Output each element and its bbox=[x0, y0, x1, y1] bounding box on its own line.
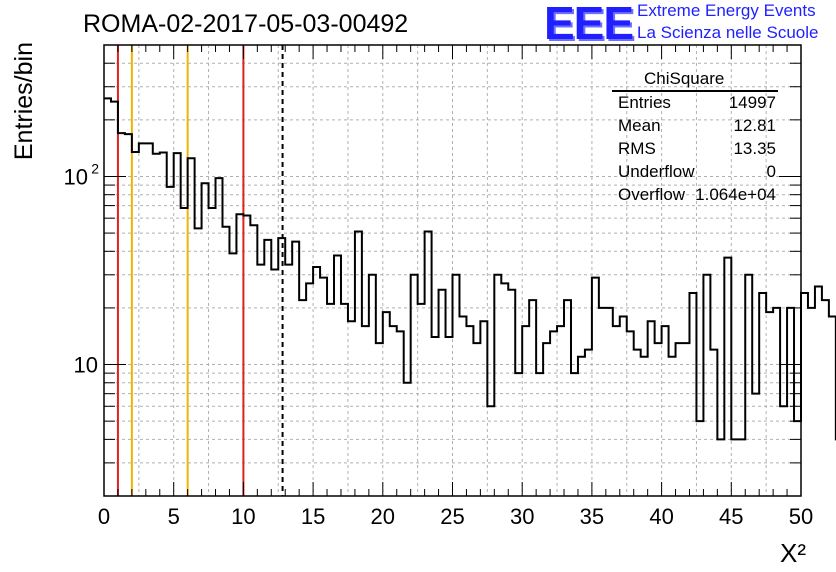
x-tick-label: 20 bbox=[371, 504, 395, 529]
stats-row-overflow: Overflow 1.064e+04 bbox=[618, 185, 776, 207]
stats-key: Overflow bbox=[618, 185, 686, 204]
stats-value: 13.35 bbox=[733, 139, 776, 158]
x-tick-label: 35 bbox=[580, 504, 604, 529]
stats-row-entries: Entries 14997 bbox=[618, 93, 776, 115]
x-tick-label: 30 bbox=[510, 504, 534, 529]
histogram-layer bbox=[104, 97, 836, 441]
histogram-line bbox=[104, 97, 836, 441]
x-axis-title: X² bbox=[780, 538, 806, 568]
eee-logo: EEE Extreme Energy Events La Scienza nel… bbox=[540, 0, 836, 49]
chart-title: ROMA-02-2017-05-03-00492 bbox=[83, 10, 409, 38]
stats-title: ChiSquare bbox=[644, 69, 725, 88]
axis-layer bbox=[103, 44, 802, 497]
x-tick-label: 15 bbox=[301, 504, 325, 529]
stats-key: Entries bbox=[618, 93, 671, 112]
stats-value: 14997 bbox=[728, 93, 776, 112]
stats-divider bbox=[612, 90, 778, 92]
logo-line-1: Extreme Energy Events bbox=[637, 1, 816, 20]
y-tick-label: 10 bbox=[74, 353, 98, 378]
logo-mark: EEE bbox=[544, 0, 634, 49]
stats-key: RMS bbox=[618, 139, 656, 158]
x-tick-label: 0 bbox=[98, 504, 110, 529]
stats-value: 0 bbox=[766, 162, 776, 181]
stats-key: Underflow bbox=[618, 162, 695, 181]
stats-row-underflow: Underflow 0 bbox=[618, 162, 776, 184]
stats-row-rms: RMS 13.35 bbox=[618, 139, 776, 161]
y-tick-label-exponent: 2 bbox=[91, 160, 99, 176]
reference-lines-layer bbox=[116, 45, 284, 496]
stats-value: 12.81 bbox=[733, 116, 776, 135]
stats-key: Mean bbox=[618, 116, 661, 135]
x-tick-label: 5 bbox=[168, 504, 180, 529]
x-tick-label: 25 bbox=[440, 504, 464, 529]
logo-line-2: La Scienza nelle Scuole bbox=[637, 23, 819, 42]
x-tick-label: 10 bbox=[231, 504, 255, 529]
x-tick-label: 40 bbox=[649, 504, 673, 529]
grid-layer bbox=[103, 44, 802, 497]
stats-row-mean: Mean 12.81 bbox=[618, 116, 776, 138]
x-tick-label: 45 bbox=[719, 504, 743, 529]
y-axis-title: Entries/bin bbox=[10, 42, 38, 160]
stats-value: 1.064e+04 bbox=[695, 185, 776, 204]
x-tick-label: 50 bbox=[789, 504, 813, 529]
y-tick-label-base: 10 bbox=[64, 164, 88, 189]
